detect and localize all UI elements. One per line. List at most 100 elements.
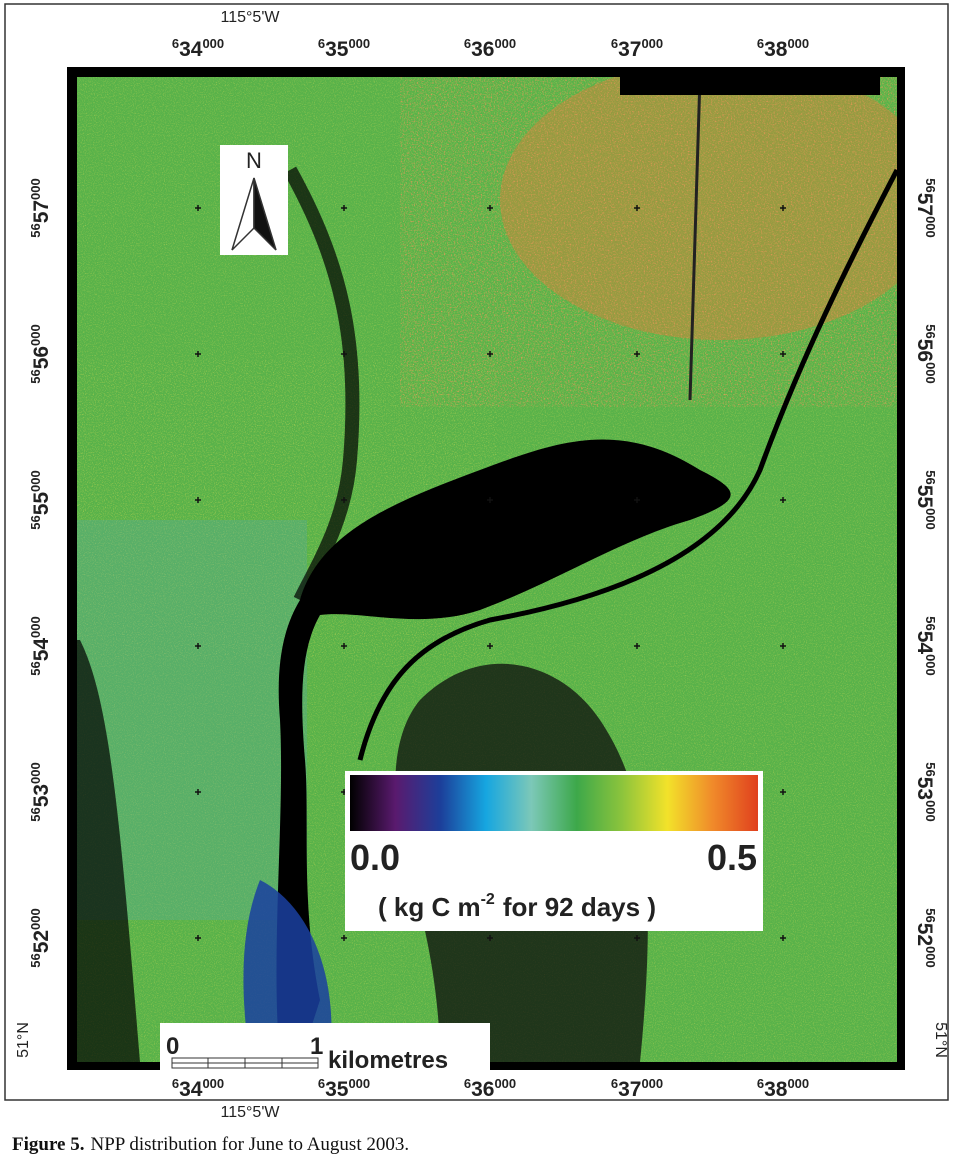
coord-label: 5652000 — [28, 908, 53, 968]
coord-prefix: 6 — [464, 1076, 471, 1091]
coord-main: 53 — [913, 777, 936, 800]
coord-main: 37 — [618, 1078, 641, 1101]
north-label: N — [246, 148, 262, 173]
coord-suffix: 000 — [923, 362, 938, 384]
coord-suffix: 000 — [787, 36, 809, 51]
coord-label: 5652000 — [913, 908, 938, 968]
colorbar-unit: ( kg C m-2 for 92 days ) — [378, 891, 656, 922]
coord-suffix: 000 — [923, 216, 938, 238]
scale-unit: kilometres — [328, 1047, 448, 1074]
coord-suffix: 000 — [348, 1076, 370, 1091]
caption: Figure 5.NPP distribution for June to Au… — [12, 1134, 409, 1155]
coord-label: 637000 — [611, 36, 663, 61]
coord-suffix: 000 — [494, 36, 516, 51]
unit-suffix: for 92 days ) — [503, 892, 656, 922]
coord-prefix: 56 — [923, 908, 938, 922]
colorbar: 0.0 0.5 ( kg C m-2 for 92 days ) — [345, 771, 763, 931]
coord-prefix: 6 — [318, 36, 325, 51]
coord-prefix: 56 — [28, 661, 43, 675]
scale-bar: 0 1 kilometres — [160, 1023, 490, 1074]
coord-label: 5657000 — [913, 178, 938, 238]
coord-label: 634000 — [172, 1076, 224, 1101]
coord-label: 5654000 — [28, 616, 53, 676]
colorbar-gradient — [350, 775, 758, 831]
scale-end: 1 — [310, 1033, 323, 1060]
top-longitude: 115°5'W — [221, 9, 281, 26]
coord-main: 54 — [30, 638, 53, 662]
coord-suffix: 000 — [28, 324, 43, 346]
colorbar-min-label: 0.0 — [350, 837, 400, 878]
coord-main: 35 — [325, 38, 349, 61]
coord-prefix: 6 — [611, 36, 618, 51]
coord-label: 5653000 — [28, 762, 53, 822]
left-latitude: 51°N — [15, 1022, 32, 1058]
coord-main: 37 — [618, 38, 641, 61]
coord-prefix: 6 — [318, 1076, 325, 1091]
coord-suffix: 000 — [28, 178, 43, 200]
coord-prefix: 56 — [923, 324, 938, 338]
coord-suffix: 000 — [923, 800, 938, 822]
coord-main: 36 — [471, 1078, 494, 1101]
coord-prefix: 56 — [923, 762, 938, 776]
coord-main: 56 — [30, 346, 53, 369]
coord-label: 637000 — [611, 1076, 663, 1101]
coord-main: 55 — [913, 485, 936, 509]
coord-main: 54 — [913, 631, 936, 655]
coord-main: 35 — [325, 1078, 349, 1101]
coord-prefix: 56 — [28, 953, 43, 967]
coord-main: 38 — [764, 38, 788, 61]
coord-prefix: 56 — [28, 369, 43, 383]
coord-label: 5656000 — [913, 324, 938, 384]
coord-suffix: 000 — [202, 36, 224, 51]
coord-prefix: 56 — [923, 178, 938, 192]
coord-prefix: 6 — [757, 1076, 764, 1091]
coord-label: 635000 — [318, 36, 370, 61]
coord-suffix: 000 — [28, 616, 43, 638]
north-arrow: N — [220, 145, 288, 255]
unit-exponent: -2 — [481, 891, 495, 908]
coord-main: 57 — [913, 193, 936, 216]
caption-label: Figure 5. — [12, 1134, 84, 1155]
coord-label: 5656000 — [28, 324, 53, 384]
coord-suffix: 000 — [923, 946, 938, 968]
coord-prefix: 56 — [28, 223, 43, 237]
coord-suffix: 000 — [202, 1076, 224, 1091]
coord-suffix: 000 — [28, 762, 43, 784]
bottom-longitude: 115°5'W — [221, 1104, 281, 1121]
coord-suffix: 000 — [923, 508, 938, 530]
coord-main: 34 — [179, 1078, 203, 1101]
coord-suffix: 000 — [641, 36, 663, 51]
coord-suffix: 000 — [923, 654, 938, 676]
coord-suffix: 000 — [494, 1076, 516, 1091]
coord-prefix: 6 — [757, 36, 764, 51]
coord-prefix: 56 — [28, 807, 43, 821]
coord-prefix: 6 — [464, 36, 471, 51]
coord-prefix: 56 — [923, 616, 938, 630]
unit-prefix: ( kg C m — [378, 892, 481, 922]
coord-main: 34 — [179, 38, 203, 61]
coord-suffix: 000 — [28, 470, 43, 492]
coord-label: 635000 — [318, 1076, 370, 1101]
coord-label: 636000 — [464, 36, 516, 61]
coord-label: 634000 — [172, 36, 224, 61]
coord-label: 638000 — [757, 1076, 809, 1101]
right-latitude: 51°N — [932, 1022, 949, 1058]
figure: 6340006340006350006350006360006360006370… — [0, 0, 954, 1175]
coord-main: 57 — [30, 200, 53, 223]
colorbar-max-label: 0.5 — [707, 837, 757, 878]
coord-main: 55 — [30, 492, 53, 516]
coord-label: 5655000 — [913, 470, 938, 530]
coord-suffix: 000 — [641, 1076, 663, 1091]
coord-label: 5653000 — [913, 762, 938, 822]
coord-suffix: 000 — [348, 36, 370, 51]
coord-main: 53 — [30, 784, 53, 807]
scale-start: 0 — [166, 1033, 179, 1060]
coord-label: 5657000 — [28, 178, 53, 238]
coord-label: 5654000 — [913, 616, 938, 676]
coord-suffix: 000 — [787, 1076, 809, 1091]
coord-main: 52 — [30, 930, 53, 953]
coord-prefix: 56 — [28, 515, 43, 529]
coord-prefix: 6 — [172, 36, 179, 51]
coord-label: 636000 — [464, 1076, 516, 1101]
coord-main: 52 — [913, 923, 936, 946]
